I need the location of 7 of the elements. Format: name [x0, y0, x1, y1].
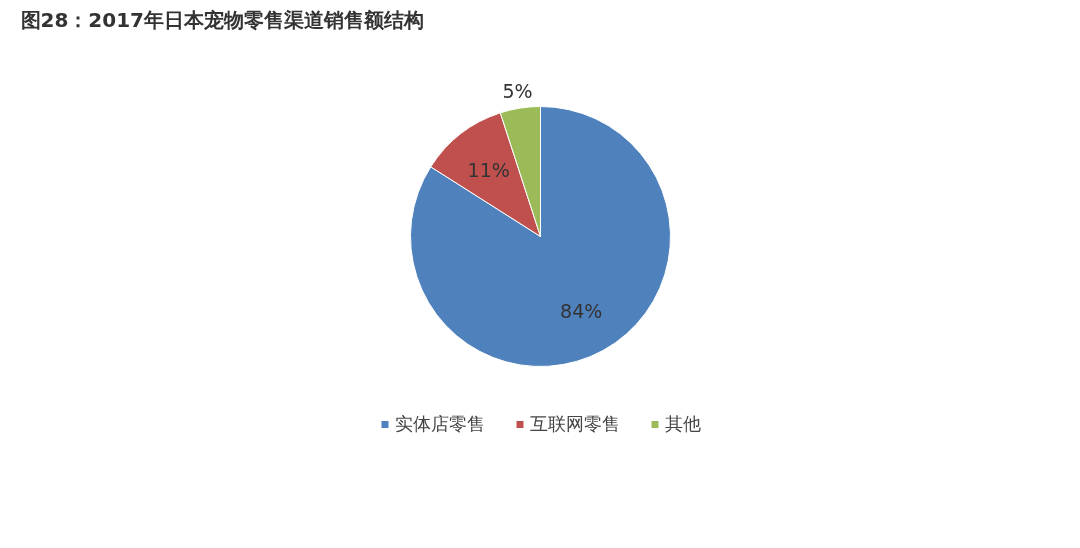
chart-title: 图28：2017年日本宠物零售渠道销售额结构 [20, 7, 424, 32]
legend-label: 实体店零售 [394, 412, 485, 436]
data-label: 5% [502, 80, 533, 103]
data-label: 11% [467, 158, 510, 181]
legend-label: 互联网零售 [529, 412, 620, 436]
legend-label: 其他 [664, 412, 701, 436]
data-label: 84% [560, 299, 603, 322]
